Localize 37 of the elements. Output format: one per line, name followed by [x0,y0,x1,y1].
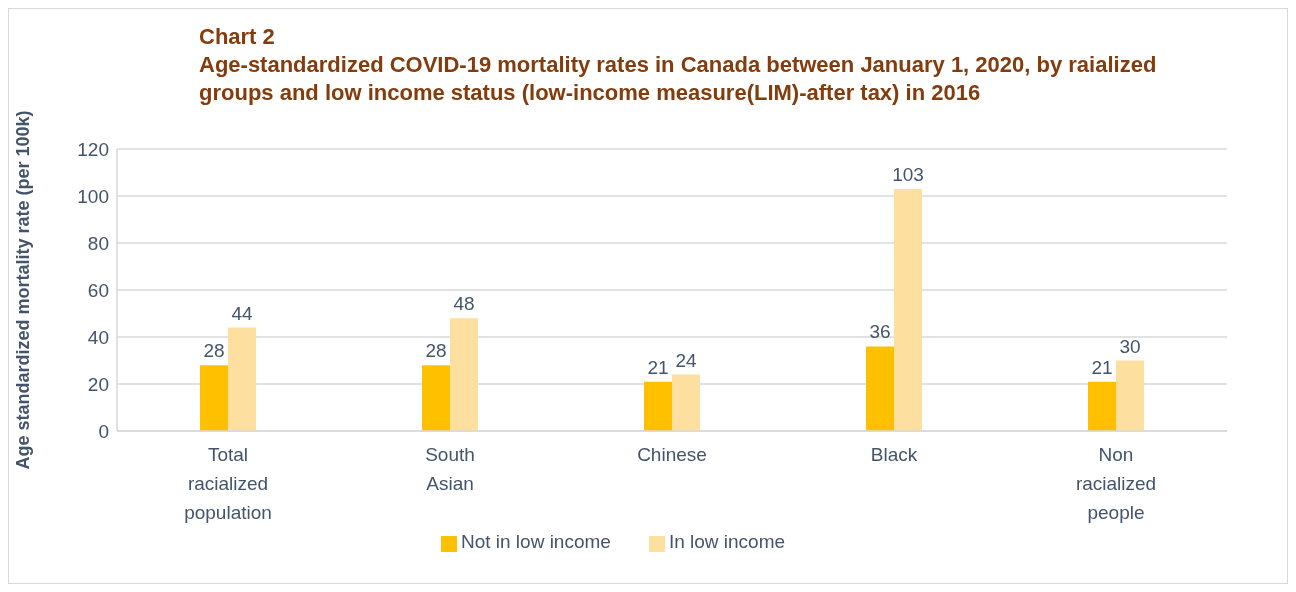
x-tick-label: Total racialized population [184,444,272,523]
y-tick-label: 120 [77,138,109,160]
y-tick-label: 20 [87,373,109,395]
data-label: 28 [425,340,447,362]
data-label: 30 [1119,335,1141,357]
bar [866,346,894,431]
data-label: 21 [647,356,669,378]
y-tick-label: 100 [77,185,109,207]
x-tick-label: Black [870,444,918,465]
bar [200,365,228,431]
bar [1116,360,1144,431]
bar [1088,381,1116,431]
data-label: 21 [1091,356,1113,378]
data-label: 48 [453,293,475,315]
data-label: 36 [869,321,891,343]
legend-label: In low income [668,531,786,552]
chart-subtitle: Age-standardized COVID-19 mortality rates in Canada between January 1, 2020, by raialized groups and low income status (low-income measure(LIM)-after tax) in 2016 [199,51,1158,107]
y-tick-label: 40 [87,326,109,348]
x-tick-label: Chinese [637,444,707,465]
data-label: 24 [675,349,697,371]
x-tick-label: South Asian [425,444,475,494]
y-tick-label: 60 [87,279,109,301]
y-axis-title: Age standardized mortality rate (per 100k) [13,110,33,470]
bar [228,327,256,431]
legend-label: Not in low income [460,531,611,552]
bar [644,381,672,431]
bar [450,318,478,431]
data-label: 28 [203,340,225,362]
data-label: 103 [892,163,924,185]
bar [422,365,450,431]
y-tick-label: 80 [87,232,109,254]
x-tick-label: Non racialized people [1075,444,1157,523]
bar [672,374,700,431]
bar [894,188,922,431]
chart-title: Chart 2 [199,23,276,51]
data-label: 44 [231,302,253,324]
y-tick-label: 0 [98,420,109,442]
